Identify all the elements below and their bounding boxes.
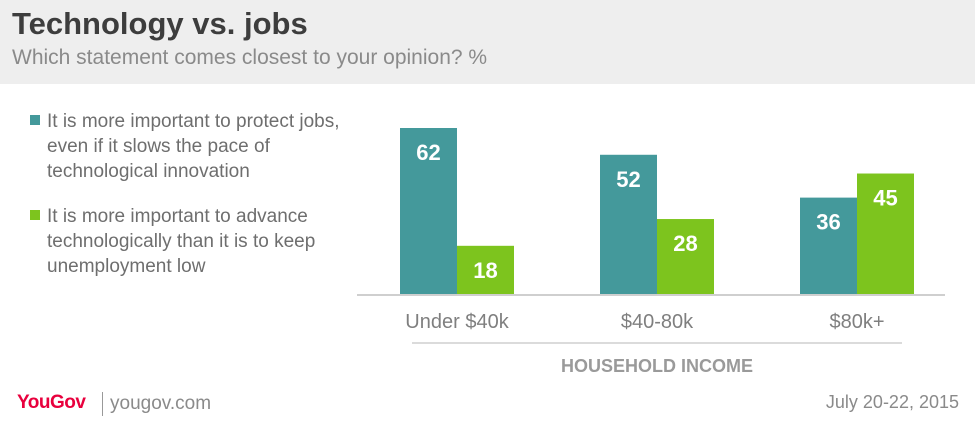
bar (657, 219, 714, 294)
header-band: Technology vs. jobs Which statement come… (0, 0, 975, 84)
bar-value-label: 18 (473, 258, 497, 283)
bar-value-label: 62 (416, 140, 440, 165)
chart-title: Technology vs. jobs (12, 6, 308, 41)
bar-value-label: 36 (816, 210, 840, 235)
bar (600, 154, 657, 294)
x-axis-title: HOUSEHOLD INCOME (561, 356, 753, 376)
bar (400, 128, 457, 294)
bar-value-label: 28 (673, 231, 697, 256)
footer-divider (102, 392, 103, 416)
bar (457, 245, 514, 294)
footer-site: yougov.com (110, 393, 212, 414)
chart-subtitle: Which statement comes closest to your op… (12, 46, 488, 69)
legend-swatch-advance-tech (30, 210, 40, 220)
legend-swatch-protect-jobs (30, 115, 40, 125)
footer-date: July 20-22, 2015 (825, 392, 959, 412)
x-tick-label: $80k+ (829, 311, 884, 333)
bar-value-label: 52 (616, 167, 640, 192)
legend-label-advance-tech: It is more important to advance technolo… (47, 206, 316, 277)
yougov-logo: YouGov (17, 392, 86, 413)
legend-label-protect-jobs: It is more important to protect jobs, ev… (47, 111, 340, 182)
bar (857, 173, 914, 294)
bar-value-label: 45 (873, 186, 897, 211)
bar (800, 197, 857, 294)
x-tick-label: $40-80k (621, 311, 694, 333)
x-tick-label: Under $40k (405, 311, 509, 333)
